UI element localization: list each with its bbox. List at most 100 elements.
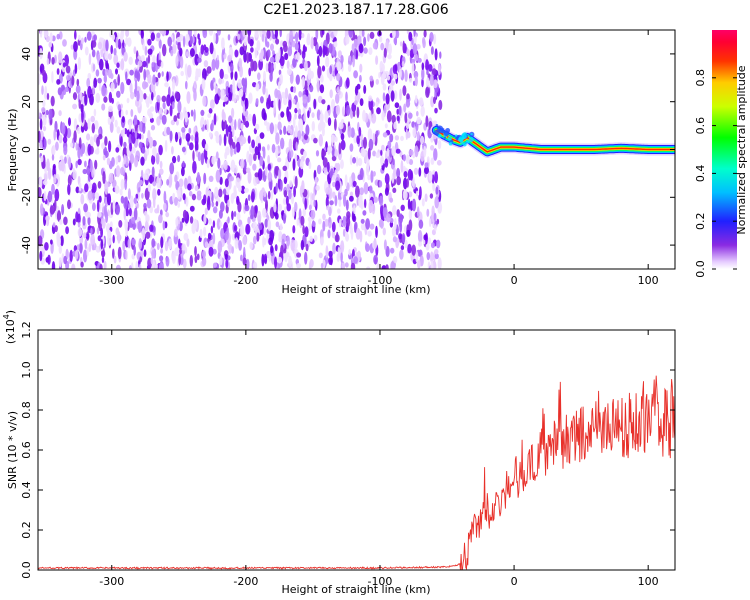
noise-speck [203, 60, 209, 68]
signal-blob [444, 130, 450, 136]
noise-speck [39, 176, 43, 188]
noise-speck [347, 64, 352, 72]
noise-speck [300, 239, 305, 251]
noise-speck [368, 47, 373, 55]
noise-speck [381, 111, 385, 121]
noise-speck [352, 180, 357, 187]
noise-speck [429, 74, 434, 87]
noise-speck [156, 32, 161, 39]
noise-speck [327, 161, 330, 173]
noise-speck [149, 117, 154, 123]
noise-speck [56, 79, 61, 85]
noise-speck [196, 194, 202, 201]
noise-speck [101, 218, 106, 229]
noise-speck [60, 158, 65, 172]
noise-speck [315, 150, 320, 157]
noise-speck [38, 72, 41, 86]
noise-speck [359, 63, 363, 73]
noise-speck [357, 35, 362, 47]
noise-speck [356, 83, 361, 90]
noise-speck [334, 136, 338, 143]
noise-speck [179, 47, 183, 57]
noise-speck [375, 101, 379, 107]
noise-speck [375, 78, 379, 85]
noise-speck [101, 142, 106, 150]
noise-speck [106, 157, 111, 166]
noise-speck [370, 170, 374, 183]
noise-speck [139, 256, 142, 263]
noise-speck [211, 201, 215, 208]
noise-speck [115, 264, 121, 269]
noise-speck [257, 168, 263, 181]
noise-speck [157, 72, 161, 79]
noise-speck [277, 256, 283, 264]
noise-speck [215, 151, 219, 160]
noise-speck [404, 239, 408, 249]
noise-speck [378, 180, 383, 188]
noise-speck [247, 216, 251, 225]
noise-speck [392, 64, 398, 74]
noise-speck [192, 160, 197, 174]
noise-speck [270, 245, 274, 254]
noise-speck [298, 118, 304, 130]
noise-speck [127, 238, 131, 249]
noise-speck [313, 137, 318, 144]
noise-speck [255, 98, 259, 105]
noise-speck [197, 151, 201, 162]
noise-speck [40, 155, 44, 163]
noise-speck [206, 198, 211, 211]
y-tick-label: 40 [20, 47, 33, 61]
noise-speck [194, 185, 199, 192]
svg-text:(x104): (x104) [2, 310, 17, 344]
noise-speck [41, 107, 46, 113]
noise-speck [45, 109, 49, 116]
noise-speck [51, 57, 55, 65]
noise-speck [403, 177, 408, 190]
noise-speck [426, 156, 430, 163]
noise-speck [148, 112, 154, 119]
noise-speck [179, 55, 184, 69]
noise-speck [177, 219, 181, 225]
noise-speck [382, 92, 386, 102]
noise-speck [294, 175, 298, 189]
noise-speck [375, 55, 379, 65]
noise-speck [156, 242, 160, 250]
noise-speck [275, 221, 280, 228]
noise-speck [218, 188, 223, 198]
noise-speck [218, 209, 223, 219]
noise-speck [112, 234, 115, 244]
noise-speck [139, 263, 142, 269]
noise-speck [116, 126, 121, 134]
noise-speck [117, 231, 121, 244]
noise-speck [349, 143, 354, 152]
noise-speck [396, 176, 401, 186]
noise-speck [63, 255, 68, 265]
noise-speck [334, 118, 337, 131]
noise-speck [352, 157, 357, 164]
noise-speck [228, 132, 232, 145]
noise-speck [199, 119, 204, 128]
noise-speck [200, 109, 205, 116]
noise-speck [385, 245, 390, 258]
noise-speck [407, 198, 411, 210]
noise-speck [417, 260, 421, 269]
noise-speck [39, 140, 43, 149]
y-tick-label: 0.4 [20, 481, 33, 499]
noise-speck [152, 146, 157, 157]
noise-speck [183, 232, 189, 241]
noise-speck [262, 147, 266, 159]
noise-speck [247, 135, 251, 144]
noise-speck [283, 176, 288, 185]
noise-speck [217, 240, 223, 254]
noise-speck [126, 97, 130, 104]
noise-speck [219, 255, 223, 266]
noise-speck [208, 30, 214, 36]
noise-speck [355, 185, 360, 198]
noise-speck [224, 163, 228, 171]
noise-speck [211, 119, 214, 131]
noise-speck [103, 74, 108, 84]
noise-speck [174, 131, 179, 143]
noise-speck [124, 179, 128, 191]
noise-speck [301, 180, 305, 193]
noise-speck [140, 169, 144, 179]
